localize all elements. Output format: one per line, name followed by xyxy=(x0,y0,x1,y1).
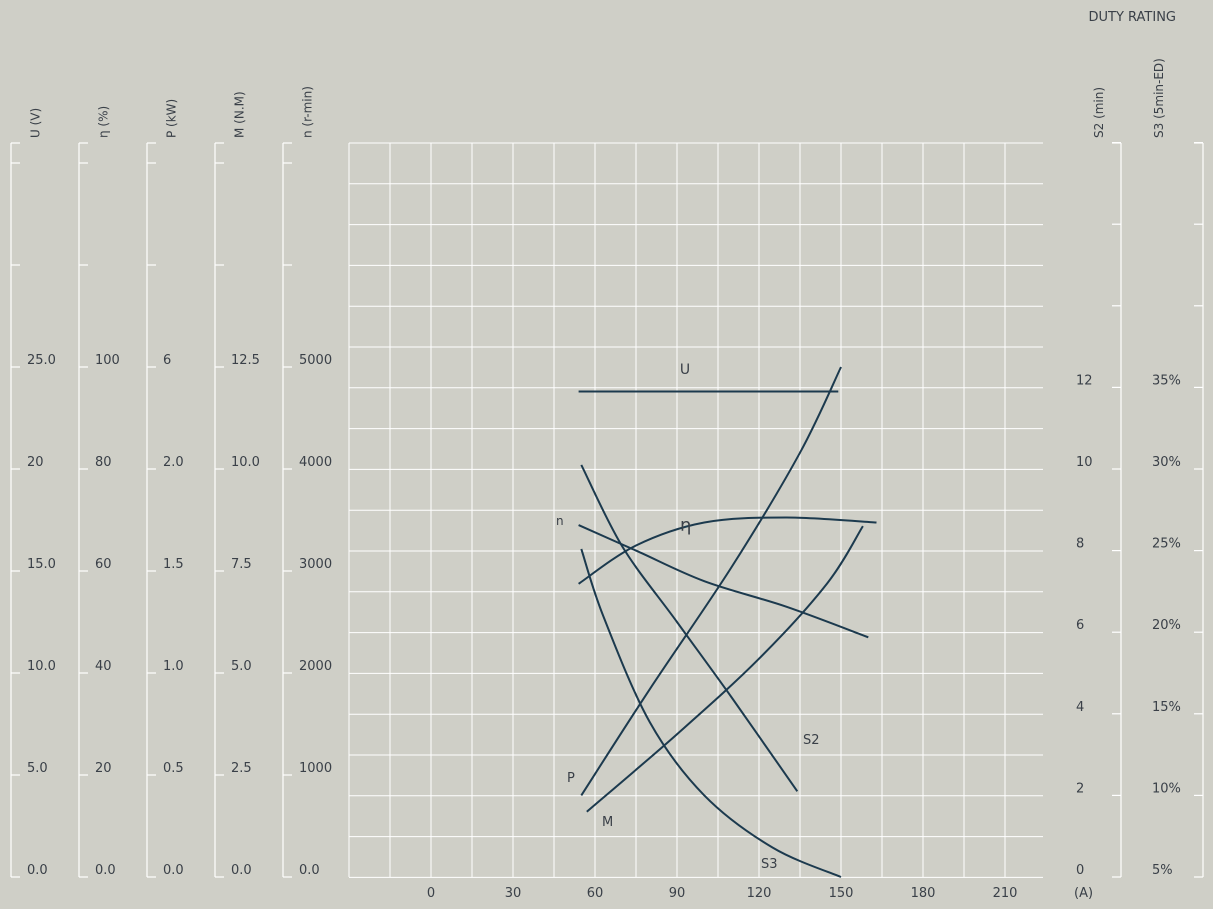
left-scale: 0.0 0.5 1.0 1.5 2.0 6 P (kW) xyxy=(146,99,184,878)
scale-tick-label: 0.0 xyxy=(95,863,116,878)
left-scale: 0.0 5.0 10.0 15.0 20 25.0 U (V) xyxy=(10,108,56,878)
scale-tick-label: 5.0 xyxy=(231,659,252,674)
left-scale: 0.0 2.5 5.0 7.5 10.0 12.5 M (N.M) xyxy=(214,91,260,878)
scale-tick-label: 12 xyxy=(1076,373,1093,388)
x-tick-label: 150 xyxy=(829,886,854,901)
right-scale: 5% 10% 15% 20% 25% 30% 35% S3 (5min-ED) xyxy=(1152,58,1204,878)
scale-tick-label: 30% xyxy=(1152,455,1181,470)
duty-rating-heading: DUTY RATING xyxy=(1088,10,1176,25)
x-tick-label: 30 xyxy=(505,886,522,901)
scale-tick-label: 12.5 xyxy=(231,353,260,368)
scale-tick-label: 35% xyxy=(1152,373,1181,388)
scale-tick-label: 3000 xyxy=(299,557,332,572)
scale-tick-label: 2 xyxy=(1076,781,1084,796)
x-tick-label: 210 xyxy=(993,886,1018,901)
x-tick-label: 90 xyxy=(669,886,686,901)
scale-tick-label: 40 xyxy=(95,659,112,674)
series-line-s2 xyxy=(580,464,799,792)
scale-title: S3 (5min-ED) xyxy=(1152,58,1166,138)
scale-title: S2 (min) xyxy=(1092,87,1106,138)
scale-title: η (%) xyxy=(97,106,111,138)
scale-tick-label: 4 xyxy=(1076,700,1084,715)
series-line-s3 xyxy=(580,548,842,878)
scale-title: P (kW) xyxy=(165,99,179,138)
series-label: n xyxy=(556,514,564,528)
left-scales: 0.0 5.0 10.0 15.0 20 25.0 U (V) 0.0 20 40 60 80 100 η… xyxy=(10,86,332,878)
series-label: S2 xyxy=(803,733,820,748)
scale-tick-label: 5000 xyxy=(299,353,332,368)
scale-title: U (V) xyxy=(29,108,43,138)
scale-tick-label: 4000 xyxy=(299,455,332,470)
scale-tick-label: 0.0 xyxy=(163,863,184,878)
series-line-eta xyxy=(578,516,877,585)
series-label: U xyxy=(680,362,690,378)
scale-tick-label: 25.0 xyxy=(27,353,56,368)
x-tick-label: 0 xyxy=(427,886,435,901)
x-tick-label: 60 xyxy=(587,886,604,901)
left-scale: 0.0 1000 2000 3000 4000 5000 n (r-min) xyxy=(282,86,332,878)
scale-tick-label: 10% xyxy=(1152,781,1181,796)
scale-tick-label: 80 xyxy=(95,455,112,470)
series-line-m xyxy=(586,525,864,813)
curves: Uη n P M S2 S3 xyxy=(556,362,877,878)
scale-tick-label: 100 xyxy=(95,353,120,368)
scale-tick-label: 2.5 xyxy=(231,761,252,776)
scale-tick-label: 2.0 xyxy=(163,455,184,470)
scale-tick-label: 7.5 xyxy=(231,557,252,572)
scale-tick-label: 1.5 xyxy=(163,557,184,572)
series-label: P xyxy=(567,771,575,786)
scale-tick-label: 1000 xyxy=(299,761,332,776)
x-tick-label: 120 xyxy=(747,886,772,901)
scale-tick-label: 0.0 xyxy=(27,863,48,878)
scale-tick-label: 10.0 xyxy=(27,659,56,674)
scale-tick-label: 8 xyxy=(1076,537,1084,552)
scale-tick-label: 0 xyxy=(1076,863,1084,878)
scale-tick-label: 20% xyxy=(1152,618,1181,633)
scale-tick-label: 6 xyxy=(1076,618,1084,633)
scale-title: M (N.M) xyxy=(233,91,247,138)
scale-tick-label: 5% xyxy=(1152,863,1173,878)
scale-tick-label: 0.5 xyxy=(163,761,184,776)
scale-tick-label: 10.0 xyxy=(231,455,260,470)
right-scales: 0 2 4 6 8 10 12 S2 (min) 5% 10% 15% 20% 25% 30% 35% S3 … xyxy=(1076,58,1204,878)
scale-tick-label: 25% xyxy=(1152,537,1181,552)
scale-tick-label: 15.0 xyxy=(27,557,56,572)
series-label: S3 xyxy=(761,857,778,872)
scale-tick-label: 0.0 xyxy=(299,863,320,878)
scale-tick-label: 1.0 xyxy=(163,659,184,674)
scale-title: n (r-min) xyxy=(301,86,315,138)
series-label: η xyxy=(680,515,691,536)
scale-tick-label: 10 xyxy=(1076,455,1093,470)
scale-tick-label: 6 xyxy=(163,353,171,368)
x-axis-unit: (A) xyxy=(1074,886,1093,901)
series-line-n xyxy=(578,524,869,639)
scale-tick-label: 5.0 xyxy=(27,761,48,776)
scale-tick-label: 20 xyxy=(95,761,112,776)
scale-tick-label: 0.0 xyxy=(231,863,252,878)
left-scale: 0.0 20 40 60 80 100 η (%) xyxy=(78,106,120,878)
scale-tick-label: 15% xyxy=(1152,700,1181,715)
grid xyxy=(348,142,1043,878)
series-label: M xyxy=(602,815,613,830)
scale-tick-label: 2000 xyxy=(299,659,332,674)
series-line-p xyxy=(580,366,842,796)
right-scale: 0 2 4 6 8 10 12 S2 (min) xyxy=(1076,87,1122,878)
scale-tick-label: 20 xyxy=(27,455,44,470)
x-tick-label: 180 xyxy=(911,886,936,901)
scale-tick-label: 60 xyxy=(95,557,112,572)
x-axis: 0 30 60 90 120 150 180 210 (A) xyxy=(427,886,1093,901)
